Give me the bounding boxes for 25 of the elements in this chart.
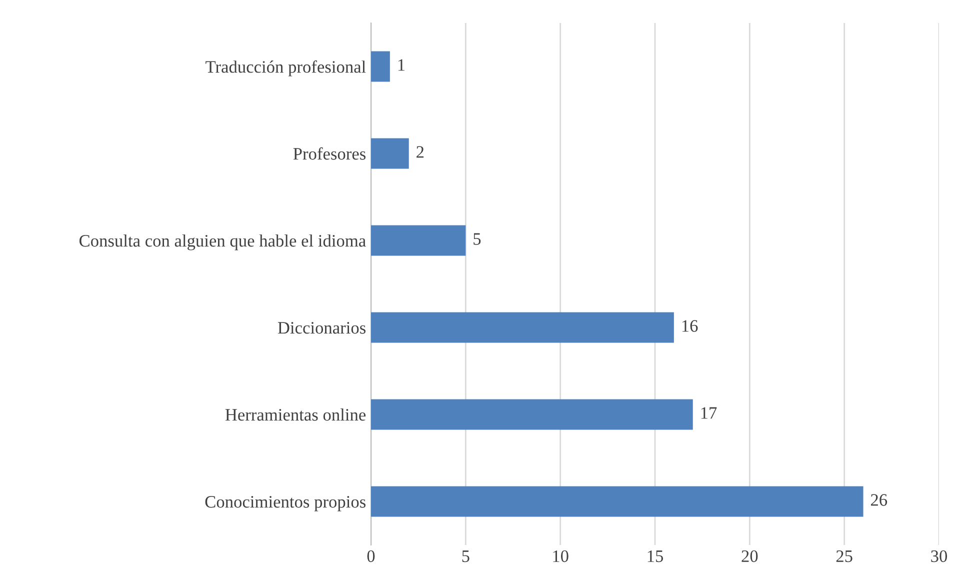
data-label: 17 xyxy=(701,407,717,419)
x-tick-label: 20 xyxy=(742,550,758,562)
y-tick-label: Consulta con alguien que hable el idioma xyxy=(79,234,366,250)
data-label: 1 xyxy=(398,59,405,71)
y-tick-label: Conocimientos propios xyxy=(205,496,366,512)
data-label: 26 xyxy=(870,494,888,506)
y-tick-label: Diccionarios xyxy=(278,322,366,334)
x-tick-label: 25 xyxy=(836,550,852,562)
data-label: 16 xyxy=(682,320,698,332)
data-label: 5 xyxy=(474,233,481,245)
y-tick-label: Profesores xyxy=(293,147,366,160)
x-tick-label: 0 xyxy=(367,550,375,562)
bar xyxy=(371,138,409,169)
bar xyxy=(371,486,864,517)
bar xyxy=(371,51,390,82)
bar xyxy=(371,312,674,343)
bar xyxy=(371,399,693,430)
x-tick-label: 5 xyxy=(462,550,470,562)
x-tick-label: 30 xyxy=(931,550,948,562)
y-tick-label: Herramientas online xyxy=(225,408,366,421)
x-tick-label: 15 xyxy=(648,550,663,562)
data-label: 2 xyxy=(416,146,424,158)
x-tick-label: 10 xyxy=(553,550,568,562)
y-tick-label: Traducción profesional xyxy=(206,60,366,76)
bar xyxy=(371,225,466,256)
